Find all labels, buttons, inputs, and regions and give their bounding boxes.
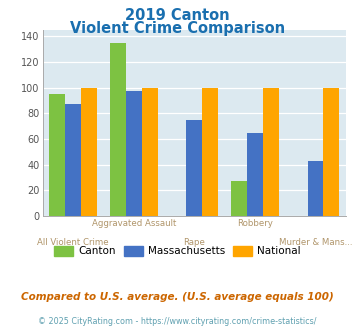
Bar: [126, 91, 142, 216]
Text: Robbery: Robbery: [237, 219, 273, 228]
Bar: [49, 94, 65, 216]
Text: All Violent Crime: All Violent Crime: [37, 238, 109, 247]
Bar: [263, 87, 279, 216]
Text: Compared to U.S. average. (U.S. average equals 100): Compared to U.S. average. (U.S. average …: [21, 292, 334, 302]
Text: Rape: Rape: [184, 238, 205, 247]
Text: Murder & Mans...: Murder & Mans...: [279, 238, 352, 247]
Bar: [110, 43, 126, 216]
Bar: [65, 104, 81, 216]
Bar: [307, 161, 323, 216]
Bar: [202, 87, 218, 216]
Text: Violent Crime Comparison: Violent Crime Comparison: [70, 21, 285, 36]
Bar: [186, 120, 202, 216]
Bar: [142, 87, 158, 216]
Bar: [247, 133, 263, 216]
Legend: Canton, Massachusetts, National: Canton, Massachusetts, National: [50, 242, 305, 260]
Bar: [231, 182, 247, 216]
Text: 2019 Canton: 2019 Canton: [125, 8, 230, 23]
Bar: [81, 87, 97, 216]
Bar: [323, 87, 339, 216]
Text: Aggravated Assault: Aggravated Assault: [92, 219, 176, 228]
Text: © 2025 CityRating.com - https://www.cityrating.com/crime-statistics/: © 2025 CityRating.com - https://www.city…: [38, 317, 317, 326]
